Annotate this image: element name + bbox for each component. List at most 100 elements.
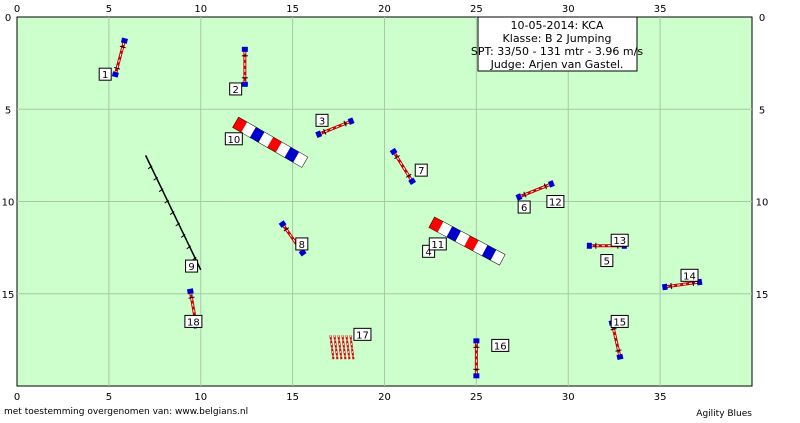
x-tick-bottom: 35 [654,392,667,403]
walk-slat [164,199,169,204]
walk-slat [153,176,158,181]
info-box-frame [477,16,638,72]
obstacle-number-11: 11 [428,237,447,251]
obstacle-number-6: 6 [517,200,531,214]
grid-lines [17,17,752,386]
obstacle-number-7: 7 [414,163,428,177]
info-judge: Judge: Arjen van Gastel. [490,58,624,71]
number-text: 1 [102,70,108,81]
hurdle-wing [473,373,480,379]
hurdle-wing [111,71,119,78]
obstacle-number-14: 14 [680,268,699,282]
hurdle-stand [394,155,400,160]
hurdle-stand [283,227,290,232]
number-box [229,82,243,96]
hurdle-wing [278,220,287,228]
number-box [185,259,199,273]
hurdle-14 [661,278,703,291]
number-text: 7 [418,166,424,177]
number-text: 5 [604,257,610,268]
tunnel-segment [293,152,308,168]
weave-pole-stripe [346,335,350,360]
y-tick-left: 15 [2,290,15,301]
walk-slat [175,222,180,227]
x-tick-top: 5 [106,4,112,15]
number-box [224,132,243,146]
number-text: 16 [494,341,507,352]
obstacle-number-16: 16 [491,338,510,352]
y-tick-left: 0 [5,13,11,24]
footer-credit: met toestemming overgenomen van: www.bel… [4,407,248,417]
obstacle-number-18: 18 [184,314,203,328]
hurdle-stand [543,183,547,190]
tunnel-segment [284,147,300,163]
tunnel-segment [232,117,248,133]
obstacle-number-17: 17 [353,327,372,341]
hurdle-3 [315,117,355,138]
x-tick-top: 15 [286,4,299,15]
tunnel-segment [437,221,453,237]
tunnel-segment [455,231,470,247]
tunnel-segment [464,235,479,252]
hurdle-16 [473,338,480,379]
weave-pole-stripe [330,335,334,360]
number-box [610,233,629,247]
number-box [546,195,565,208]
number-box [600,254,614,268]
hurdle-wing [298,248,307,257]
x-tick-bottom: 0 [14,392,20,403]
number-box [98,67,112,81]
tunnel-10 [232,116,309,168]
weave-pole-stripe [350,335,354,360]
obstacle-number-13: 13 [610,233,629,247]
number-text: 2 [232,85,238,96]
number-box [517,200,531,214]
hurdle-7 [389,147,417,185]
number-box [184,314,203,328]
number-text: 13 [613,236,626,247]
obstacle-number-5: 5 [600,254,614,268]
hurdle-stand [405,173,412,178]
number-text: 18 [187,317,200,328]
number-box [295,237,309,251]
number-text: 12 [549,198,562,209]
tunnel-segment [275,142,291,158]
number-text: 3 [319,116,325,127]
hurdle-stand [610,327,617,331]
info-spt: SPT: 33/50 - 131 mtr - 3.96 m/s [471,45,643,58]
walk-slat [158,188,164,193]
hurdle-1 [111,37,128,78]
x-tick-top: 0 [14,4,20,15]
obstacle-number-1: 1 [98,67,112,81]
tunnel-segment [473,240,488,256]
y-tick-right: 0 [759,13,765,24]
number-text: 10 [227,135,240,146]
tunnel-segment [481,245,497,261]
hurdle-stand [114,66,121,70]
hurdle-wing [473,338,480,344]
hurdle-wing [241,81,248,87]
y-tick-left: 10 [2,198,15,209]
number-text: 14 [683,271,696,282]
obstacle-number-15: 15 [610,314,629,328]
hurdle-wing [586,242,592,249]
number-text: 17 [356,330,369,341]
y-tick-right: 5 [759,105,765,116]
walk-slat [186,245,192,250]
hurdle-stand [188,296,195,299]
x-tick-bottom: 20 [378,392,391,403]
hurdle-2 [241,46,248,87]
info-box: 10-05-2014: KCA Klasse: B 2 Jumping SPT:… [471,16,643,72]
obstacle-number-3: 3 [315,113,329,127]
hurdle-stand [523,191,527,198]
number-text: 8 [299,240,305,251]
x-tick-top: 30 [562,4,575,15]
obstacle-number-8: 8 [295,237,309,251]
number-box [428,237,447,251]
weave-pole-stripe [334,335,338,360]
y-tick-left: 5 [5,105,11,116]
tunnel-segment [267,137,282,153]
